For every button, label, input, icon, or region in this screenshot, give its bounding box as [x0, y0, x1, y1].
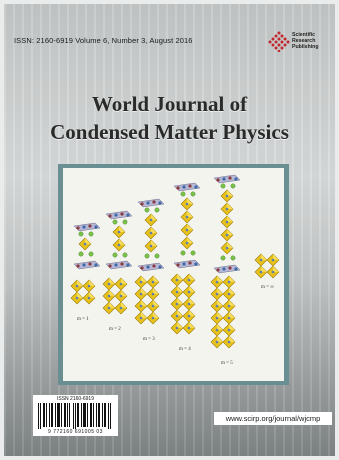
cover-figure: m = 1 m = 2 m = 3 m = 4 m = 5 m = ∞	[63, 168, 284, 381]
diamond-dots-logo-icon	[268, 31, 290, 52]
figure-label-m5: m = 5	[221, 361, 233, 366]
figure-label-m2: m = 2	[109, 327, 121, 332]
issue-info: ISSN: 2160-6919 Volume 6, Number 3, Augu…	[14, 36, 193, 45]
barcode-number: 9 772160 691005 03	[48, 429, 103, 435]
figure-label-m3: m = 3	[143, 337, 155, 342]
publisher-name: Scientific Research Publishing	[292, 32, 319, 50]
barcode: ISSN 2160-6919 9 772160 691005 03	[33, 395, 118, 436]
figure-label-m1: m = 1	[77, 317, 89, 322]
barcode-bars	[38, 403, 111, 429]
crystal-structure-illustration: m = 1 m = 2 m = 3 m = 4 m = 5 m = ∞	[70, 174, 280, 366]
publisher-line-3: Publishing	[292, 44, 319, 50]
journal-website-box[interactable]: www.scirp.org/journal/wjcmp	[214, 412, 332, 425]
journal-title-line-1: World Journal of	[91, 92, 248, 116]
publisher-line-1: Scientific	[292, 32, 316, 38]
publisher-logo[interactable]: Scientific Research Publishing	[268, 28, 328, 56]
figure-label-m4: m = 4	[179, 347, 191, 352]
journal-title-line-2: Condensed Matter Physics	[50, 120, 289, 144]
publisher-line-2: Research	[292, 38, 316, 44]
figure-label-minf: m = ∞	[261, 285, 274, 290]
barcode-issn-label: ISSN 2160-6919	[57, 396, 94, 402]
journal-website-link[interactable]: www.scirp.org/journal/wjcmp	[225, 414, 321, 423]
